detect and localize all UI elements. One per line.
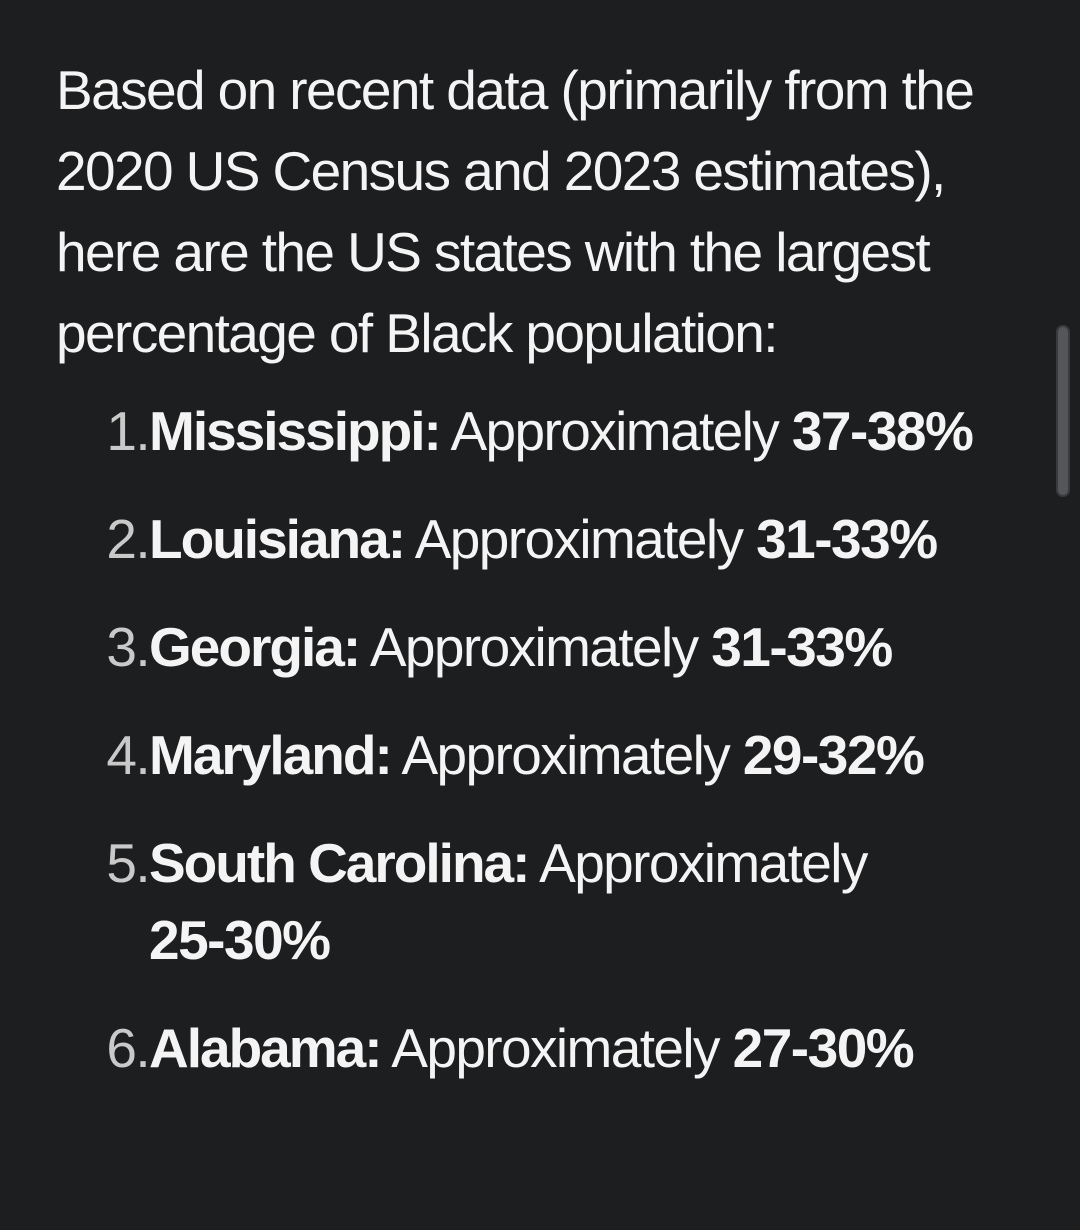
state-name: South Carolina: (149, 832, 530, 894)
list-item-body: Louisiana: Approximately 31-33% (149, 501, 1009, 578)
state-list: 1. Mississippi: Approximately 37-38% 2. … (56, 393, 1016, 1087)
list-item: 5. South Carolina: Approximately 25-30% (56, 825, 1016, 979)
scrollbar-thumb[interactable] (1056, 325, 1070, 497)
assistant-message: Based on recent data (primarily from the… (56, 50, 1016, 1118)
approximately-label: Approximately (539, 832, 868, 894)
approximately-label: Approximately (450, 400, 779, 462)
list-item-body: Maryland: Approximately 29-32% (149, 717, 1009, 794)
percentage-range: 31-33% (756, 508, 938, 570)
state-name: Maryland: (149, 724, 393, 786)
approximately-label: Approximately (414, 508, 744, 570)
list-item: 4. Maryland: Approximately 29-32% (56, 717, 1016, 794)
list-item-body: Georgia: Approximately 31-33% (149, 609, 1009, 686)
state-name: Georgia: (149, 616, 361, 678)
percentage-range: 27-30% (732, 1017, 915, 1079)
list-number: 1. (106, 400, 150, 462)
list-number: 4. (106, 724, 150, 786)
list-item: 2. Louisiana: Approximately 31-33% (56, 501, 1016, 578)
percentage-range: 37-38% (791, 400, 974, 462)
list-item-body: Alabama: Approximately 27-30% (149, 1010, 1009, 1087)
list-item: 1. Mississippi: Approximately 37-38% (56, 393, 1016, 470)
state-name: Louisiana: (149, 508, 406, 570)
list-number: 5. (106, 832, 150, 894)
list-item-body: South Carolina: Approximately 25-30% (149, 825, 1009, 979)
list-item-body: Mississippi: Approximately 37-38% (149, 393, 1009, 470)
approximately-label: Approximately (369, 616, 699, 678)
list-number: 6. (106, 1017, 150, 1079)
list-number: 2. (106, 508, 150, 570)
approximately-label: Approximately (391, 1017, 720, 1079)
percentage-range: 25-30% (149, 909, 331, 971)
state-name: Mississippi: (149, 400, 442, 462)
approximately-label: Approximately (401, 724, 730, 786)
list-item: 3. Georgia: Approximately 31-33% (56, 609, 1016, 686)
state-name: Alabama: (149, 1017, 383, 1079)
percentage-range: 29-32% (742, 724, 925, 786)
list-item: 6. Alabama: Approximately 27-30% (56, 1010, 1016, 1087)
percentage-range: 31-33% (711, 616, 893, 678)
list-number: 3. (106, 616, 150, 678)
intro-paragraph: Based on recent data (primarily from the… (56, 59, 975, 364)
